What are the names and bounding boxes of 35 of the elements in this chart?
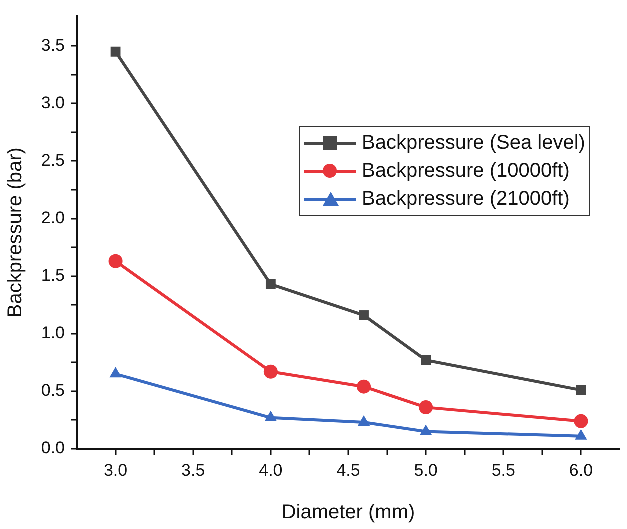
y-tick-label: 2.5: [41, 150, 65, 170]
point: [266, 279, 276, 290]
point: [357, 380, 372, 394]
point: [574, 414, 588, 428]
x-tick-label: 6.0: [569, 460, 594, 480]
x-tick-label: 3.0: [104, 460, 128, 480]
point: [421, 355, 432, 366]
point: [575, 429, 588, 440]
legend-label: Backpressure (21000ft): [362, 188, 570, 211]
point: [576, 385, 586, 396]
y-tick-label: 1.5: [41, 266, 65, 286]
point: [264, 410, 277, 422]
legend-label: Backpressure (10000ft): [362, 160, 570, 183]
x-axis-title: Diameter (mm): [282, 502, 416, 524]
x-tick-label: 5.5: [492, 460, 516, 480]
point: [420, 424, 432, 436]
point: [419, 400, 434, 415]
y-tick-label: 3.0: [41, 93, 65, 112]
y-tick-label: 2.0: [41, 208, 65, 228]
point: [108, 254, 123, 268]
x-tick-label: 5.0: [414, 460, 438, 480]
point: [359, 310, 369, 320]
y-tick-label: 1.0: [41, 324, 65, 343]
y-tick-label: 0.5: [41, 381, 65, 400]
y-axis-title: Backpressure (bar): [4, 148, 27, 318]
point: [358, 416, 370, 426]
point: [110, 46, 121, 57]
point: [264, 364, 278, 379]
legend-label: Backpressure (Sea level): [362, 132, 586, 155]
point: [110, 367, 122, 378]
x-tick-label: 3.5: [182, 460, 206, 480]
y-tick-label: 3.5: [41, 36, 65, 55]
x-tick-label: 4.0: [259, 460, 283, 480]
y-tick-label: 0.0: [41, 438, 65, 458]
x-tick-label: 4.5: [336, 460, 360, 480]
